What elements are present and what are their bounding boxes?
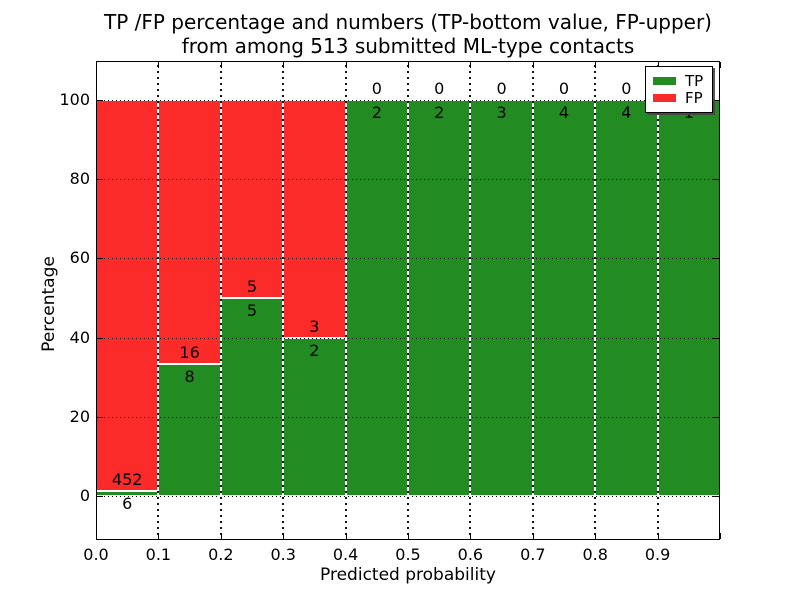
gridline-vertical [531,61,534,540]
bar-count-label-fp: 0 [621,79,632,98]
chart-title-line2: from among 513 submitted ML-type contact… [181,34,635,58]
bar-segment-fp [96,100,159,491]
gridline-vertical [344,61,347,540]
gridline-vertical [469,61,472,540]
x-axis-label: Predicted probability [320,565,496,585]
bar-count-label-tp: 2 [309,340,320,360]
bar-count-label-fp: 0 [558,79,570,98]
x-tick-label: 0.3 [270,545,296,564]
legend-swatch-tp [653,76,676,85]
y-tick-mark [713,417,719,418]
y-tick-mark [713,100,719,101]
bar-count-label-fp: 452 [111,469,143,489]
y-tick-mark [713,258,719,259]
x-tick-mark [720,533,721,539]
x-tick-label: 0.5 [395,545,421,564]
gridline-vertical [219,61,222,540]
x-tick-label: 0.2 [208,545,234,564]
bar-count-label-tp: 3 [496,103,507,122]
bar-count-label-fp: 0 [434,79,445,98]
bar-segment-fp [158,100,221,364]
legend-entry: TP [653,73,705,89]
y-tick-mark [713,179,719,180]
bar-count-label-tp: 2 [371,103,382,122]
x-tick-mark [283,62,284,68]
x-tick-mark [595,533,596,539]
bar-segment-tp [470,100,533,496]
x-tick-mark [221,62,222,68]
x-tick-mark [533,62,534,68]
y-tick-mark [97,417,103,418]
x-tick-label: 0.9 [644,545,671,564]
x-tick-mark [408,62,409,68]
x-tick-mark [158,62,159,68]
x-tick-label: 0.6 [457,545,484,564]
x-tick-label: 0.0 [83,545,109,564]
bar-segment-tp [595,100,658,496]
bar-count-label-fp: 16 [179,343,200,362]
bar-count-label-fp: 0 [371,79,382,98]
legend-label-tp: TP [685,71,704,90]
y-tick-label: 80 [69,169,90,189]
gridline-vertical [157,61,160,540]
bar-count-label-tp: 4 [558,103,570,122]
x-tick-mark [96,62,97,68]
gridline-vertical [282,61,285,540]
y-tick-mark [97,338,103,339]
bar-count-label-tp: 4 [621,103,632,122]
x-tick-label: 0.1 [145,545,172,564]
x-tick-mark [720,62,721,68]
bar-segment-fp [283,100,346,338]
bar-count-label-tp: 5 [246,301,258,320]
y-tick-mark [97,258,103,259]
bar-segment-tp [345,100,408,496]
x-tick-mark [96,533,97,539]
bar-segment-tp [657,100,720,496]
gridline-vertical [656,61,659,540]
gridline-vertical [594,61,597,540]
bar-count-label-fp: 5 [246,277,258,296]
legend-label-fp: FP [685,89,703,108]
bar-segment-tp [532,100,596,496]
x-tick-mark [158,533,159,539]
x-tick-mark [408,533,409,539]
legend-entry: FP [653,90,705,106]
x-tick-mark [658,62,659,68]
bar-count-label-tp: 2 [434,103,445,122]
y-tick-mark [97,179,103,180]
y-tick-mark [97,496,103,497]
y-tick-label: 60 [69,248,90,268]
y-tick-mark [713,338,719,339]
bar-count-label-tp: 6 [122,493,133,513]
legend: TP FP [645,66,713,113]
bar-count-label-fp: 0 [496,79,507,98]
y-tick-label: 0 [79,486,90,505]
x-tick-label: 0.8 [582,545,608,564]
x-tick-mark [533,533,534,539]
x-tick-mark [283,533,284,539]
y-tick-label: 20 [69,406,90,426]
legend-swatch-fp [653,94,676,103]
x-tick-mark [658,533,659,539]
bar-count-label-fp: 3 [309,316,320,336]
bar-count-label-tp: 8 [184,367,195,386]
x-tick-label: 0.4 [332,545,359,564]
bar-segment-fp [220,100,284,298]
x-tick-mark [595,62,596,68]
y-tick-label: 100 [59,90,90,109]
bar-segment-tp [408,100,471,496]
y-tick-label: 40 [69,327,90,347]
y-tick-mark [713,496,719,497]
gridline-vertical [407,61,409,540]
x-tick-mark [470,533,471,539]
x-tick-label: 0.7 [520,545,546,564]
x-tick-mark [470,62,471,68]
y-tick-mark [97,100,103,101]
x-tick-mark [346,533,347,539]
chart-title-line1: TP /FP percentage and numbers (TP-bottom… [104,10,712,34]
x-tick-mark [346,62,347,68]
x-tick-mark [221,533,222,539]
